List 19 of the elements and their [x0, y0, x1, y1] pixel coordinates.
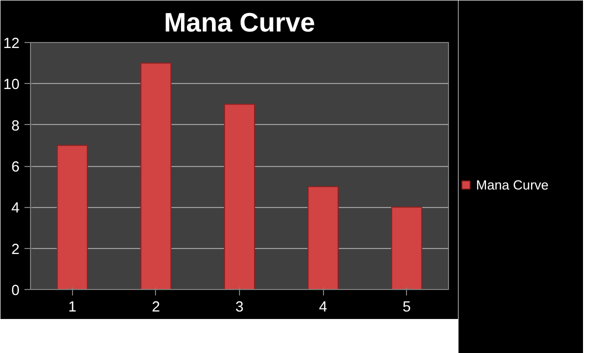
chart-title: Mana Curve [164, 8, 316, 38]
y-tick-label: 2 [11, 242, 20, 258]
y-tick-label: 0 [11, 283, 20, 299]
y-tick-label: 10 [3, 77, 20, 94]
x-tick-label: 3 [235, 300, 244, 316]
bar [391, 206, 422, 290]
bar [140, 62, 172, 290]
y-tick-label: 4 [11, 200, 20, 217]
x-tick-label: 4 [319, 300, 328, 316]
y-tick-label: 12 [3, 36, 20, 52]
y-tick-label: 8 [11, 118, 20, 134]
x-tick-label: 1 [68, 300, 76, 316]
x-tick-label: 2 [152, 300, 160, 316]
bar [56, 144, 88, 290]
y-tick-label: 6 [11, 160, 20, 176]
x-tick-label: 5 [402, 300, 411, 316]
bar [224, 104, 256, 290]
bar [308, 186, 339, 290]
legend-label: Mana Curve [476, 178, 549, 192]
